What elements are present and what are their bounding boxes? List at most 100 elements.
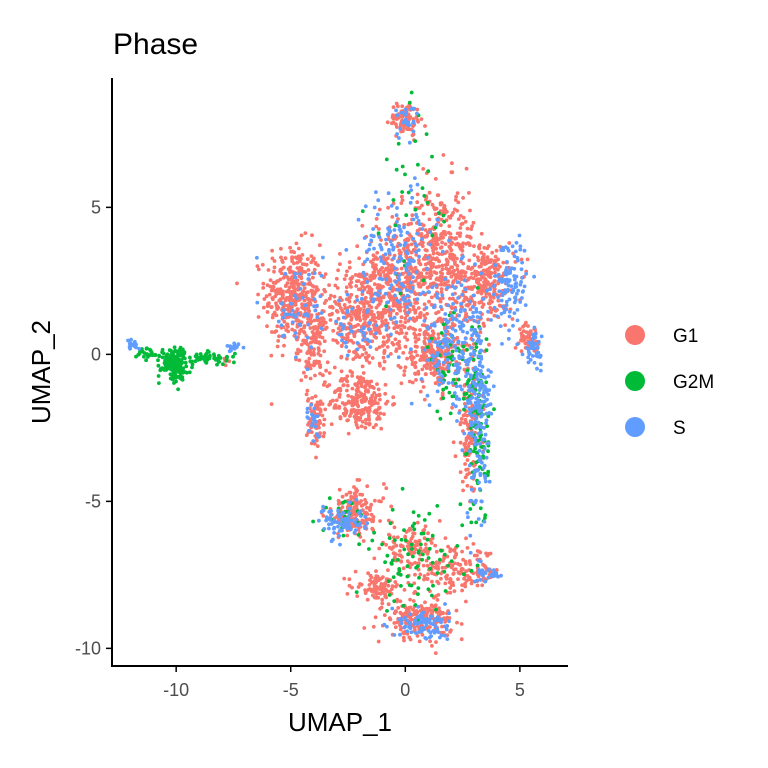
point-g1 [454, 300, 459, 305]
point-g1 [314, 339, 319, 343]
point-g1 [371, 425, 376, 430]
point-s [479, 379, 484, 384]
point-s [324, 515, 329, 520]
point-g2m [157, 354, 162, 359]
point-s [337, 298, 341, 303]
point-s [422, 627, 426, 632]
point-s [538, 362, 543, 367]
point-s [426, 325, 430, 329]
point-g1 [284, 315, 288, 320]
point-g1 [399, 559, 403, 564]
point-g1 [448, 216, 453, 220]
point-s [321, 504, 325, 509]
point-g1 [452, 272, 457, 277]
point-g2m [144, 358, 149, 363]
point-s [436, 630, 441, 635]
point-g2m [492, 407, 496, 412]
point-s [473, 391, 477, 396]
point-g1 [286, 277, 291, 282]
point-s [399, 233, 403, 238]
points-layer [126, 90, 544, 655]
point-g1 [370, 356, 375, 360]
point-g2m [430, 593, 434, 598]
point-s [500, 342, 504, 346]
point-s [408, 184, 413, 189]
point-s [388, 239, 393, 244]
point-s [349, 329, 353, 334]
point-g2m [142, 351, 147, 355]
point-g1 [330, 311, 334, 316]
point-g1 [421, 211, 426, 216]
point-s [305, 415, 310, 419]
point-g1 [381, 270, 386, 274]
point-s [469, 413, 474, 418]
point-g1 [435, 251, 440, 256]
point-g1 [419, 232, 424, 236]
point-g1 [374, 423, 378, 427]
point-g1 [355, 244, 360, 249]
point-g1 [438, 237, 442, 241]
point-s [432, 321, 437, 326]
point-s [520, 275, 525, 280]
point-g1 [363, 399, 367, 403]
point-g1 [433, 232, 438, 236]
point-g2m [176, 369, 181, 374]
point-g1 [459, 622, 464, 626]
point-g2m [179, 353, 184, 358]
point-g1 [466, 444, 471, 449]
point-g1 [269, 402, 274, 406]
point-g1 [318, 243, 322, 248]
point-g1 [308, 349, 312, 354]
point-g2m [343, 499, 347, 504]
point-g1 [290, 249, 295, 254]
point-g2m [172, 345, 177, 350]
point-g1 [306, 342, 310, 347]
point-s [427, 635, 432, 640]
point-s [518, 247, 523, 252]
point-s [535, 366, 539, 371]
point-g1 [275, 307, 280, 311]
point-g1 [288, 245, 292, 250]
point-s [454, 404, 458, 409]
point-g1 [440, 267, 445, 272]
point-g1 [261, 286, 266, 290]
point-s [397, 136, 401, 140]
point-s [315, 414, 320, 419]
point-s [479, 369, 483, 373]
point-g1 [303, 374, 308, 379]
point-g1 [422, 357, 427, 362]
point-s [474, 416, 479, 421]
point-g1 [425, 311, 429, 316]
point-s [426, 358, 430, 362]
point-g1 [296, 254, 301, 259]
y-tick-label: 5 [91, 197, 101, 217]
point-g2m [474, 345, 479, 349]
point-g1 [476, 574, 481, 579]
point-g2m [427, 546, 432, 551]
point-g1 [479, 231, 484, 236]
point-g1 [410, 213, 415, 218]
point-g1 [441, 153, 446, 157]
point-g1 [295, 307, 300, 311]
point-g1 [470, 287, 474, 291]
point-s [462, 340, 467, 345]
point-g1 [395, 311, 399, 316]
point-s [376, 198, 381, 203]
point-g1 [423, 329, 428, 334]
point-g2m [391, 198, 396, 202]
point-g1 [466, 265, 471, 269]
point-s [433, 618, 438, 623]
point-g2m [397, 568, 402, 573]
point-g1 [345, 326, 350, 330]
point-g1 [433, 651, 438, 655]
point-g1 [393, 609, 398, 613]
point-s [478, 326, 483, 331]
point-s [312, 297, 317, 301]
point-g1 [384, 542, 388, 547]
point-g1 [342, 377, 347, 381]
point-g1 [459, 637, 464, 642]
point-s [409, 630, 414, 635]
point-g1 [290, 278, 294, 282]
point-g1 [308, 376, 313, 381]
point-g1 [482, 245, 487, 250]
